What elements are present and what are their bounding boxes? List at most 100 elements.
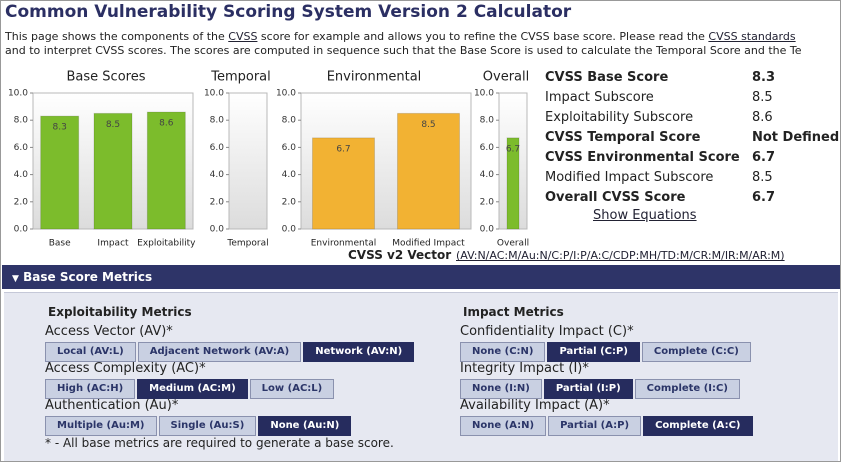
y-tick-label: 6.0 xyxy=(480,143,495,153)
vector-label: CVSS v2 Vector xyxy=(348,248,452,262)
chart-title: Base Scores xyxy=(67,70,146,85)
y-tick-label: 10.0 xyxy=(8,89,28,99)
column-title: Exploitability Metrics xyxy=(48,305,192,319)
button-row: None (I:N) Partial (I:P) Complete (I:C) xyxy=(460,379,740,399)
score-value: 8.6 xyxy=(752,110,773,125)
option-button[interactable]: None (A:N) xyxy=(460,416,547,436)
y-tick-label: 2.0 xyxy=(210,197,225,207)
option-button[interactable]: Complete (I:C) xyxy=(634,379,740,399)
page-title: Common Vulnerability Scoring System Vers… xyxy=(5,2,572,22)
link[interactable]: CVSS standards xyxy=(708,30,796,43)
bar-label: 8.6 xyxy=(159,119,174,129)
option-button[interactable]: Network (AV:N) xyxy=(303,342,415,362)
bar-label: 8.5 xyxy=(421,120,435,130)
score-label: Impact Subscore xyxy=(545,90,654,105)
collapse-icon: ▼ xyxy=(12,274,19,284)
y-tick-label: 4.0 xyxy=(14,170,29,180)
link[interactable]: CVSS xyxy=(228,30,258,43)
chart-title: Temporal xyxy=(210,70,271,85)
bar xyxy=(93,112,133,230)
button-row: None (C:N) Partial (C:P) Complete (C:C) xyxy=(460,342,751,362)
x-tick-label: Modified Impact xyxy=(392,239,465,249)
option-button[interactable]: High (AC:H) xyxy=(45,379,136,399)
bar xyxy=(312,137,375,230)
text: This page shows the components of the xyxy=(5,30,229,43)
bar xyxy=(40,115,80,230)
metric-label: Integrity Impact (I)* xyxy=(460,361,589,376)
score-value: 6.7 xyxy=(752,150,776,165)
section-title: Base Score Metrics xyxy=(23,270,153,284)
score-value: 6.7 xyxy=(752,190,776,205)
metrics-panel: Exploitability Metrics Access Vector (AV)… xyxy=(4,292,838,461)
option-button[interactable]: Low (AC:L) xyxy=(249,379,335,399)
y-tick-label: 10.0 xyxy=(204,89,224,99)
score-label: Overall CVSS Score xyxy=(545,190,686,205)
y-tick-label: 8.0 xyxy=(210,116,225,126)
bar xyxy=(506,137,520,230)
option-button[interactable]: Partial (A:P) xyxy=(548,416,642,436)
x-tick-label: Temporal xyxy=(226,239,268,249)
y-tick-label: 8.0 xyxy=(14,116,29,126)
button-row: Multiple (Au:M) Single (Au:S) None (Au:N) xyxy=(45,416,352,436)
section-header[interactable]: ▼ Base Score Metrics xyxy=(2,265,840,289)
score-value: Not Defined xyxy=(752,130,840,145)
y-tick-label: 8.0 xyxy=(480,116,495,126)
y-tick-label: 8.0 xyxy=(282,116,297,126)
option-button[interactable]: Partial (C:P) xyxy=(547,342,640,362)
metric-label: Access Complexity (AC)* xyxy=(45,361,206,376)
bar xyxy=(146,111,186,230)
y-tick-label: 0.0 xyxy=(282,225,297,235)
metric-label: Confidentiality Impact (C)* xyxy=(460,324,634,339)
button-row: Local (AV:L) Adjacent Network (AV:A) Netwo… xyxy=(45,342,415,362)
y-tick-label: 6.0 xyxy=(282,143,297,153)
y-tick-label: 0.0 xyxy=(480,225,495,235)
option-button[interactable]: Complete (C:C) xyxy=(641,342,751,362)
score-value: 8.5 xyxy=(752,170,773,185)
y-tick-label: 0.0 xyxy=(210,225,225,235)
button-row: High (AC:H) Medium (AC:M) Low (AC:L) xyxy=(45,379,335,399)
y-tick-label: 4.0 xyxy=(480,170,495,180)
score-value: 8.3 xyxy=(752,70,776,85)
metric-label: Availability Impact (A)* xyxy=(460,398,610,413)
show-equations-link[interactable]: Show Equations xyxy=(593,208,697,223)
metric-label: Access Vector (AV)* xyxy=(45,324,173,339)
option-button[interactable]: None (C:N) xyxy=(460,342,546,362)
plot-area xyxy=(228,92,268,230)
score-label: CVSS Base Score xyxy=(545,70,669,85)
y-tick-label: 6.0 xyxy=(14,143,29,153)
text: score for example and allows you to refi… xyxy=(257,30,709,43)
option-button[interactable]: None (I:N) xyxy=(460,379,542,399)
bar-label: 8.5 xyxy=(106,120,120,130)
y-tick-label: 2.0 xyxy=(282,197,297,207)
bar-label: 6.7 xyxy=(336,144,350,154)
button-row: None (A:N) Partial (A:P) Complete (A:C) xyxy=(460,416,753,436)
score-label: Exploitability Subscore xyxy=(545,110,694,125)
option-button[interactable]: Local (AV:L) xyxy=(45,342,136,362)
chart-title: Environmental xyxy=(327,70,422,85)
description-line: and to interpret CVSS scores. The scores… xyxy=(5,44,840,57)
vector-value[interactable]: (AV:N/AC:M/Au:N/C:P/I:P/A:C/CDP:MH/TD:M/… xyxy=(456,249,785,262)
option-button[interactable]: Multiple (Au:M) xyxy=(45,416,157,436)
y-tick-label: 4.0 xyxy=(282,170,297,180)
column-title: Impact Metrics xyxy=(463,305,564,319)
metric-label: Authentication (Au)* xyxy=(45,398,179,413)
y-tick-label: 10.0 xyxy=(474,89,494,99)
option-button[interactable]: Complete (A:C) xyxy=(643,416,753,436)
y-tick-label: 0.0 xyxy=(14,225,29,235)
y-tick-label: 6.0 xyxy=(210,143,225,153)
option-button[interactable]: Partial (I:P) xyxy=(543,379,633,399)
x-tick-label: Impact xyxy=(97,239,129,249)
option-button[interactable]: None (Au:N) xyxy=(258,416,352,436)
bar-label: 6.7 xyxy=(506,144,520,154)
x-tick-label: Base xyxy=(49,239,71,249)
bar-label: 8.3 xyxy=(53,123,67,133)
score-label: CVSS Temporal Score xyxy=(545,130,701,145)
x-tick-label: Environmental xyxy=(311,239,376,249)
option-button[interactable]: Single (Au:S) xyxy=(158,416,257,436)
y-tick-label: 10.0 xyxy=(276,89,296,99)
option-button[interactable]: Adjacent Network (AV:A) xyxy=(137,342,302,362)
score-label: Modified Impact Subscore xyxy=(545,170,714,185)
option-button[interactable]: Medium (AC:M) xyxy=(137,379,248,399)
score-value: 8.5 xyxy=(752,90,773,105)
